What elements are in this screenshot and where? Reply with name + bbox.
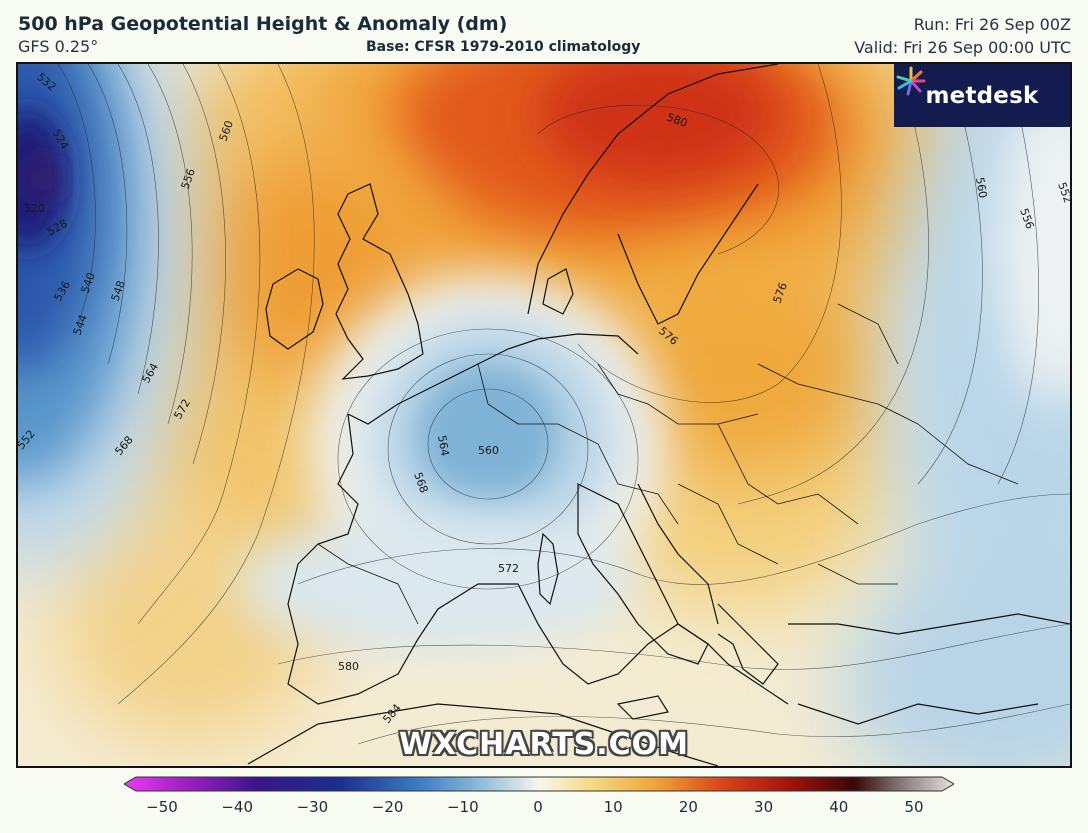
internal-borders [317,303,1019,625]
watermark: WXCHARTS.COM [398,727,690,762]
metdesk-logo: metdesk [894,64,1070,127]
sicily-outline [616,695,669,720]
greece-outline [717,603,779,685]
climatology-base-label: Base: CFSR 1979-2010 climatology [366,39,641,55]
contour-label: 560 [478,444,499,457]
colorbar-tick-label: −30 [296,798,329,816]
contour-label: 572 [498,562,519,575]
logo-text: metdesk [925,82,1039,109]
map-canvas: 532 524 520 528 536 540 544 548 552 556 … [18,64,1070,766]
corsica-sardinia [537,532,559,606]
coastlines-borders [247,64,1070,766]
valid-time-label: Valid: Fri 26 Sep 00:00 UTC [854,38,1071,57]
contour-label: 580 [338,660,359,673]
colorbar-ticks: −50 −40 −30 −20 −10 0 10 20 30 40 50 [0,796,1088,820]
continent-coast [287,333,789,705]
colorbar-tick-label: 40 [829,798,849,816]
chart-title: 500 hPa Geopotential Height & Anomaly (d… [18,13,508,35]
ireland-outline [265,268,324,350]
contour-label: 560 [973,176,989,199]
colorbar-tick-label: 30 [754,798,774,816]
contour-label: 564 [435,434,451,457]
contour-label: 520 [24,202,45,215]
britain-outline [335,183,424,380]
italy-outline [577,483,709,665]
colorbar-tick-label: 50 [904,798,924,816]
scandinavia-outline [527,64,779,325]
colorbar-tick-label: −40 [221,798,254,816]
turkey-coast [788,613,1070,725]
run-time-label: Run: Fri 26 Sep 00Z [913,15,1071,34]
anomaly-map: 532 524 520 528 536 540 544 548 552 556 … [16,62,1072,768]
colorbar-tick-label: −50 [146,798,178,816]
colorbar-tick-label: 10 [603,798,623,816]
colorbar [123,776,955,792]
colorbar-tick-label: −10 [446,798,479,816]
model-label: GFS 0.25° [18,37,99,56]
colorbar-tick-label: 0 [533,798,543,816]
sparkle-burst-icon [896,66,926,96]
colorbar-tick-label: 20 [678,798,698,816]
colorbar-tick-label: −20 [371,798,404,816]
north-africa-coast [247,703,719,766]
denmark-outline [542,268,574,315]
height-contours [57,64,1070,745]
colorbar-svg [123,776,955,792]
